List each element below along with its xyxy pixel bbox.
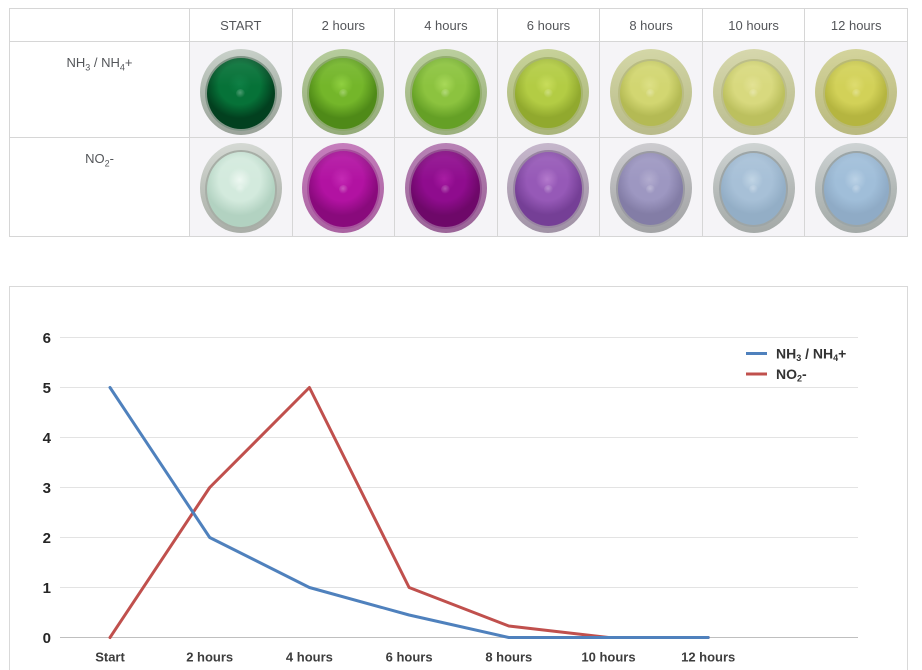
svg-text:1: 1 [43, 580, 51, 597]
svg-text:4: 4 [43, 430, 52, 447]
svg-text:2 hours: 2 hours [186, 650, 233, 665]
svg-text:Start: Start [95, 650, 125, 665]
svg-text:10 hours: 10 hours [581, 650, 635, 665]
svg-text:3: 3 [43, 480, 51, 497]
svg-text:0: 0 [43, 630, 51, 647]
svg-text:6 hours: 6 hours [386, 650, 433, 665]
svg-text:NH3 / NH4+: NH3 / NH4+ [776, 346, 846, 364]
svg-text:12 hours: 12 hours [681, 650, 735, 665]
svg-text:5: 5 [43, 380, 51, 397]
svg-text:NO2-: NO2- [776, 366, 807, 384]
svg-text:2: 2 [43, 530, 51, 547]
svg-text:4 hours: 4 hours [286, 650, 333, 665]
svg-text:6: 6 [43, 330, 51, 347]
svg-text:8 hours: 8 hours [485, 650, 532, 665]
